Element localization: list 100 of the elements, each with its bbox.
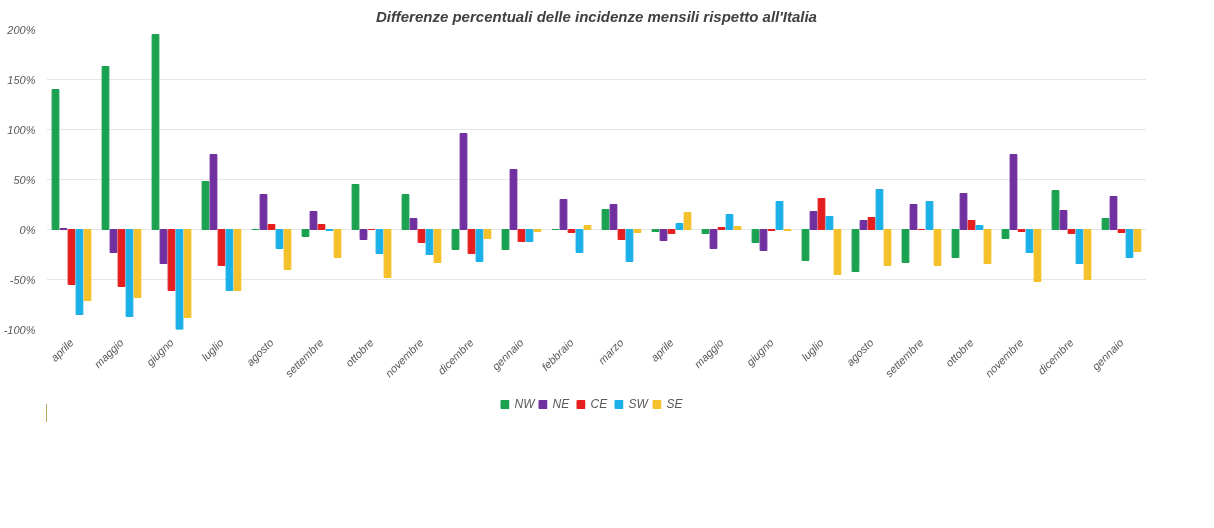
y-tick-label: -100% (3, 323, 36, 336)
bar (275, 229, 284, 249)
chart-title: Differenze percentuali delle incidenze mensili rispetto all'Italia (376, 7, 817, 25)
bar (201, 181, 210, 230)
bar (301, 229, 310, 237)
y-tick-label: 100% (7, 123, 36, 136)
bar (133, 229, 142, 298)
bar (501, 229, 510, 250)
bar (1009, 154, 1018, 230)
bar (817, 198, 826, 230)
bar (1133, 229, 1142, 252)
bar (633, 229, 642, 233)
bar (1109, 196, 1118, 230)
bar (109, 229, 118, 253)
bar (675, 223, 684, 230)
bar (151, 34, 160, 230)
bar (833, 229, 842, 275)
bar (909, 204, 918, 230)
bar (401, 194, 410, 230)
bar (609, 204, 618, 230)
bar (867, 217, 876, 230)
bar (309, 211, 318, 230)
bar (1067, 229, 1076, 234)
bar (683, 212, 692, 230)
bar (451, 229, 460, 250)
bar (559, 199, 568, 230)
bar (801, 229, 810, 261)
bar (925, 201, 934, 230)
bar (351, 184, 360, 230)
bar (883, 229, 892, 266)
bar (975, 225, 984, 230)
bar (967, 220, 976, 230)
bar (567, 229, 576, 233)
bar (267, 224, 276, 230)
bar (117, 229, 126, 287)
bar (317, 224, 326, 230)
bar (1083, 229, 1092, 280)
bar (1117, 229, 1126, 233)
bar (701, 229, 710, 234)
bar (67, 229, 76, 285)
bar (259, 194, 268, 230)
bar (417, 229, 426, 243)
y-tick-label: 0% (19, 223, 36, 236)
legend-label: SW (628, 397, 649, 411)
bar (233, 229, 242, 291)
bar (101, 66, 110, 230)
bar (225, 229, 234, 291)
bar (283, 229, 292, 270)
bar (425, 229, 434, 255)
bar (359, 229, 368, 240)
bar (709, 229, 718, 249)
bar (775, 201, 784, 230)
bar (1001, 229, 1010, 239)
bar (433, 229, 442, 263)
bar (409, 218, 418, 230)
legend-label: NW (514, 397, 535, 411)
bar (125, 229, 134, 317)
bar (575, 229, 584, 253)
bar (875, 189, 884, 230)
y-tick-label: -50% (9, 273, 36, 286)
bar (533, 229, 542, 232)
bar (825, 216, 834, 230)
bar (601, 209, 610, 230)
bar (759, 229, 768, 251)
bar (1025, 229, 1034, 253)
bar (509, 169, 518, 230)
bar (167, 229, 176, 291)
legend-label: CE (590, 397, 609, 411)
y-tick-label: 200% (6, 23, 36, 36)
bar (751, 229, 760, 243)
bar (583, 225, 592, 230)
bar (209, 154, 218, 230)
bar (851, 229, 860, 272)
bar (333, 229, 342, 258)
legend-label: SE (666, 397, 684, 411)
bar (1017, 229, 1026, 232)
bar (1125, 229, 1134, 258)
bar (525, 229, 534, 242)
bar (809, 211, 818, 230)
bar (1101, 218, 1110, 230)
y-tick-label: 150% (7, 73, 36, 86)
bar (1059, 210, 1068, 230)
bar (183, 229, 192, 318)
bar (83, 229, 92, 301)
bar (659, 229, 668, 241)
bar (175, 229, 184, 330)
bar (467, 229, 476, 254)
bar (1075, 229, 1084, 264)
bar (51, 89, 60, 230)
bar (959, 193, 968, 230)
bar (517, 229, 526, 242)
bar (625, 229, 634, 262)
bar (75, 229, 84, 315)
bar (651, 229, 660, 232)
bar (951, 229, 960, 258)
bar (483, 229, 492, 239)
bar (159, 229, 168, 264)
bar (617, 229, 626, 240)
bar (733, 226, 742, 230)
bar (717, 227, 726, 230)
